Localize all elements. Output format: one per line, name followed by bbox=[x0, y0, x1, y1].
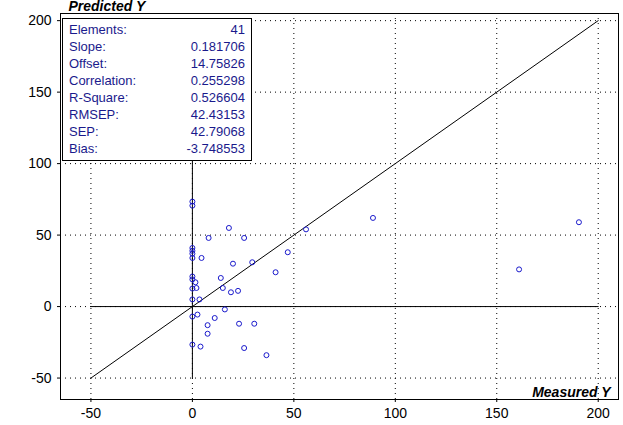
html-text:0.181706: 0.181706 bbox=[190, 39, 245, 54]
svg-text:Measured Y: Measured Y bbox=[532, 384, 612, 400]
html-text:42.43153: 42.43153 bbox=[190, 107, 245, 122]
svg-text:50: 50 bbox=[36, 227, 52, 243]
svg-text:200: 200 bbox=[587, 405, 611, 421]
html-text:0.255298: 0.255298 bbox=[190, 73, 245, 88]
svg-text:150: 150 bbox=[28, 84, 52, 100]
svg-text:-50: -50 bbox=[81, 405, 101, 421]
svg-text:100: 100 bbox=[28, 155, 52, 171]
html-text:RMSEP:: RMSEP: bbox=[69, 107, 119, 122]
html-text:42.79068: 42.79068 bbox=[190, 124, 245, 139]
html-text:Offset:: Offset: bbox=[69, 56, 108, 71]
html-text:SEP:: SEP: bbox=[69, 124, 99, 139]
svg-text:Predicted Y: Predicted Y bbox=[69, 0, 147, 14]
svg-text:200: 200 bbox=[28, 12, 52, 28]
svg-text:100: 100 bbox=[384, 405, 408, 421]
svg-text:-50: -50 bbox=[31, 370, 51, 386]
html-text:Bias:: Bias: bbox=[69, 141, 98, 156]
html-text:Correlation:: Correlation: bbox=[69, 73, 137, 88]
html-text:-3.748553: -3.748553 bbox=[186, 141, 245, 156]
html-text:Elements:: Elements: bbox=[69, 22, 127, 37]
html-text:Slope:: Slope: bbox=[69, 39, 106, 54]
html-text:0.526604: 0.526604 bbox=[190, 90, 245, 105]
html-text:41: 41 bbox=[230, 22, 245, 37]
svg-text:50: 50 bbox=[286, 405, 302, 421]
html-text:R-Square:: R-Square: bbox=[69, 90, 129, 105]
svg-text:0: 0 bbox=[188, 405, 196, 421]
svg-text:0: 0 bbox=[44, 298, 52, 314]
svg-text:150: 150 bbox=[485, 405, 509, 421]
html-text:14.75826: 14.75826 bbox=[190, 56, 245, 71]
